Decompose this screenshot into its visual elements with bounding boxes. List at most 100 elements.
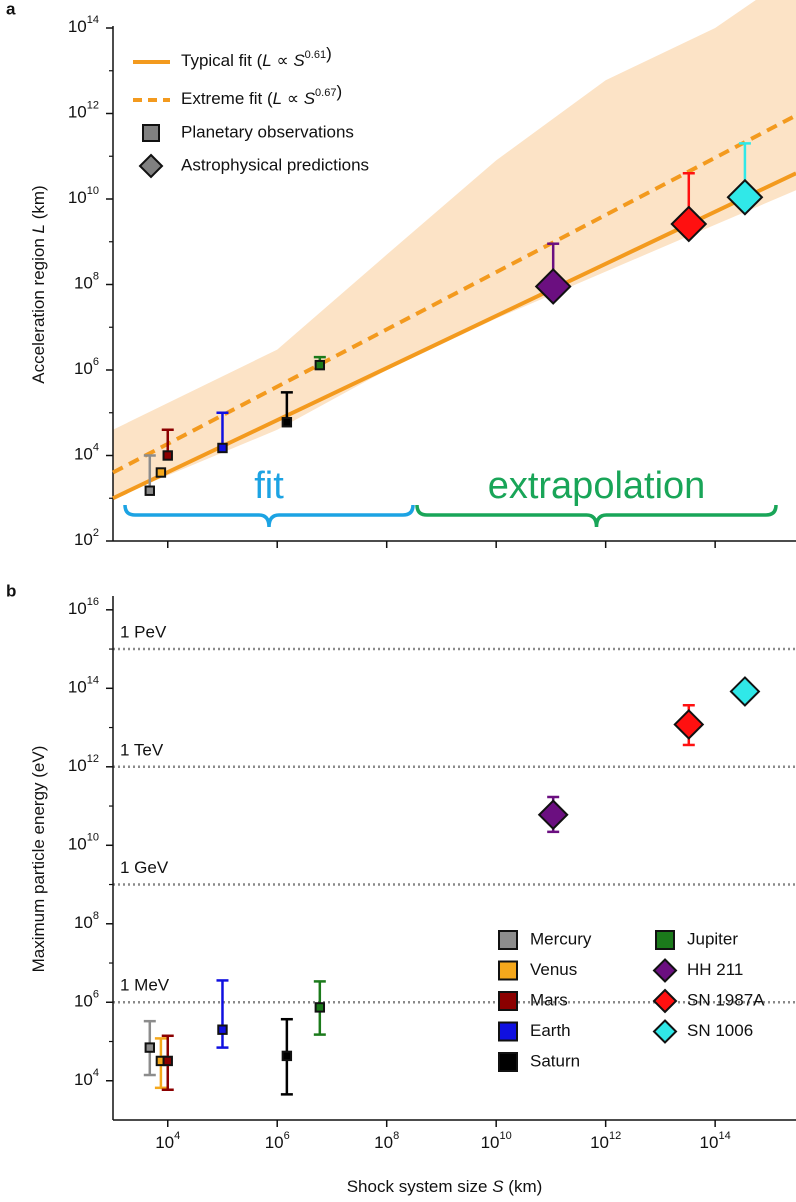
- tick-label: 1010: [68, 185, 99, 208]
- tick-exponent: 10: [87, 185, 99, 197]
- legend-marker: [498, 1052, 518, 1072]
- square-marker: [281, 1050, 293, 1062]
- tick-label: 1014: [700, 1130, 731, 1153]
- tick-base: 10: [68, 17, 87, 36]
- tick-exponent: 8: [393, 1130, 399, 1142]
- square-marker: [155, 467, 167, 478]
- legend-marker: [655, 930, 675, 950]
- legend-label: HH 211: [687, 960, 743, 979]
- text-part: ∝: [282, 89, 304, 108]
- text-part: Shock system size: [347, 1177, 493, 1196]
- text-part: L: [29, 224, 48, 233]
- tick-base: 10: [74, 530, 93, 549]
- tick-exponent: 8: [93, 910, 99, 922]
- diamond-marker: [726, 178, 764, 216]
- tick-exponent: 2: [93, 527, 99, 539]
- legend-label: SN 1987A: [687, 990, 765, 1009]
- tick-exponent: 6: [93, 356, 99, 368]
- tick-exponent: 16: [87, 596, 99, 608]
- tick-exponent: 10: [500, 1130, 512, 1142]
- tick-base: 10: [74, 274, 93, 293]
- tick-label: 106: [265, 1130, 290, 1153]
- legend-label: Extreme fit (L ∝ S0.67): [181, 82, 342, 108]
- tick-base: 10: [68, 678, 87, 697]
- tick-base: 10: [481, 1133, 500, 1152]
- legend-marker: [138, 153, 164, 179]
- tick-exponent: 14: [87, 14, 99, 26]
- legend-label: Planetary observations: [181, 122, 354, 141]
- text-part: S: [304, 89, 316, 108]
- diamond-marker: [670, 205, 708, 243]
- tick-label: 104: [74, 1067, 99, 1090]
- legend-marker: [498, 1021, 518, 1042]
- tick-label: 108: [74, 910, 99, 933]
- text-part: ): [326, 44, 332, 63]
- diamond-marker: [729, 676, 761, 707]
- diamond-marker: [534, 268, 572, 305]
- error-bar: [216, 979, 229, 1049]
- tick-label: 1016: [68, 596, 99, 619]
- text-part: 0.61: [305, 49, 326, 61]
- annotation: extrapolation: [488, 465, 706, 507]
- legend-label: Typical fit (L ∝ S0.61): [181, 44, 332, 70]
- tick-exponent: 12: [87, 753, 99, 765]
- x-axis-label: Shock system size S (km): [347, 1177, 543, 1196]
- annotation: fit: [254, 465, 284, 507]
- legend-label: Venus: [530, 960, 577, 979]
- tick-label: 1012: [68, 99, 99, 122]
- brace: [123, 504, 415, 528]
- square-marker: [314, 1002, 326, 1013]
- reference-label: 1 MeV: [120, 976, 170, 995]
- diamond-marker: [537, 799, 569, 831]
- tick-base: 10: [74, 1070, 93, 1089]
- tick-base: 10: [74, 913, 93, 932]
- tick-label: 1010: [481, 1130, 512, 1153]
- square-marker: [144, 485, 155, 496]
- legend-label: Mercury: [530, 929, 592, 948]
- legend-marker: [498, 960, 518, 981]
- text-part: Extreme fit (: [181, 89, 273, 108]
- error-bar: [216, 411, 229, 448]
- legend-marker: [142, 124, 160, 142]
- text-part: (km): [504, 1177, 543, 1196]
- tick-exponent: 12: [609, 1130, 621, 1142]
- confidence-band: [113, 0, 796, 499]
- legend-label: Saturn: [530, 1051, 580, 1070]
- square-marker: [314, 359, 326, 371]
- text-part: S: [492, 1177, 504, 1196]
- tick-exponent: 10: [87, 831, 99, 843]
- tick-label: 1014: [68, 14, 99, 37]
- tick-base: 10: [68, 835, 87, 854]
- tick-exponent: 8: [93, 270, 99, 282]
- y-axis-label: Acceleration region L (km): [29, 185, 48, 383]
- text-part: L: [273, 89, 282, 108]
- tick-base: 10: [590, 1133, 609, 1152]
- reference-label: 1 TeV: [120, 740, 164, 759]
- legend-label: Astrophysical predictions: [181, 155, 369, 174]
- tick-label: 1012: [590, 1130, 621, 1153]
- legend-marker: [652, 958, 678, 983]
- tick-exponent: 12: [87, 99, 99, 111]
- tick-label: 106: [74, 356, 99, 379]
- tick-label: 104: [74, 441, 99, 464]
- text-part: 0.67: [315, 87, 336, 99]
- panel-label: a: [6, 0, 16, 18]
- tick-label: 108: [74, 270, 99, 293]
- tick-base: 10: [68, 188, 87, 207]
- legend-marker: [498, 930, 518, 950]
- tick-exponent: 4: [93, 441, 99, 453]
- text-part: Maximum particle energy (eV): [29, 746, 48, 973]
- brace: [415, 504, 778, 528]
- tick-exponent: 6: [284, 1130, 290, 1142]
- tick-label: 1012: [68, 753, 99, 776]
- text-part: S: [293, 51, 305, 70]
- square-marker: [217, 1024, 228, 1035]
- panel-label: b: [6, 581, 16, 600]
- legend-label: Mars: [530, 990, 568, 1009]
- tick-base: 10: [74, 445, 93, 464]
- tick-exponent: 6: [93, 988, 99, 1000]
- tick-label: 1010: [68, 831, 99, 854]
- error-bar: [143, 454, 156, 491]
- tick-exponent: 4: [93, 1067, 99, 1079]
